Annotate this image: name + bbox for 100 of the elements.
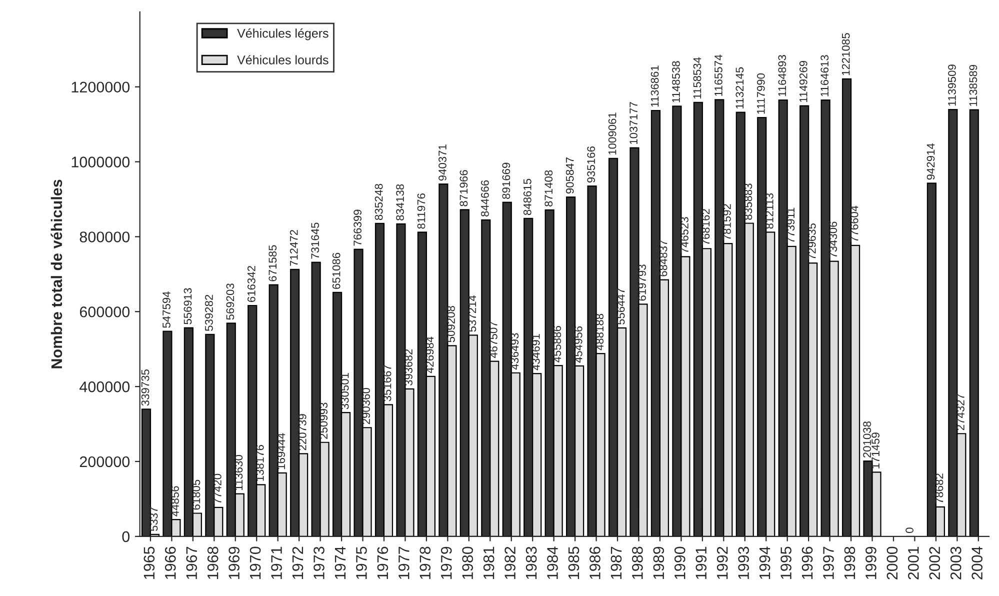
data-label: 835248 (374, 184, 383, 220)
data-label: 731645 (311, 222, 320, 259)
data-label: 812113 (765, 193, 774, 229)
data-label: 556913 (184, 288, 192, 324)
x-tick-label: 1990 (674, 546, 686, 579)
x-tick-label: 2003 (950, 546, 962, 580)
x-tick-label: 1965 (144, 546, 155, 579)
data-label: 891669 (502, 162, 510, 199)
data-label: 766399 (354, 210, 362, 246)
legend-label: Véhicules légers (237, 28, 328, 40)
data-label: 426984 (426, 336, 434, 374)
data-label: 5337 (150, 507, 158, 531)
x-tick-label: 1996 (802, 546, 813, 579)
data-label: 169444 (277, 433, 286, 470)
data-label: 537214 (468, 295, 476, 332)
data-label: 768162 (702, 209, 710, 246)
data-label: 0 (906, 528, 914, 533)
data-label: 556447 (616, 288, 625, 324)
data-label: 274327 (956, 394, 964, 430)
data-label: 844666 (481, 180, 489, 216)
data-label: 1148538 (672, 61, 680, 102)
x-tick-label: 1985 (568, 546, 580, 579)
data-label: 1037177 (630, 102, 638, 144)
data-label: 773911 (786, 208, 795, 243)
data-label: 811976 (417, 193, 426, 229)
x-tick-label: 1999 (866, 546, 876, 579)
x-tick-label: 1976 (377, 546, 388, 579)
data-label: 1221085 (842, 33, 850, 76)
x-tick-label: 1972 (292, 546, 304, 579)
x-tick-label: 1994 (759, 546, 770, 579)
x-tick-label: 1982 (504, 546, 516, 579)
data-label: 671585 (268, 245, 277, 282)
data-label: 935166 (587, 146, 596, 183)
data-label: 684837 (659, 240, 668, 276)
data-label: 339735 (141, 370, 150, 406)
data-label: 712472 (290, 230, 298, 266)
data-label: 44856 (171, 486, 179, 516)
y-tick-label: 800000 (80, 232, 130, 242)
x-tick-label: 2000 (886, 546, 898, 580)
data-label: 351667 (383, 365, 392, 402)
data-label: 651086 (332, 252, 340, 289)
x-tick-label: 2001 (908, 546, 919, 580)
x-tick-label: 1975 (356, 546, 367, 579)
y-tick-label: 0 (122, 531, 130, 542)
x-tick-label: 1978 (420, 546, 431, 579)
x-tick-label: 1984 (547, 546, 558, 579)
data-label: 509208 (447, 306, 455, 342)
x-tick-label: 1987 (610, 546, 622, 579)
x-tick-label: 1980 (462, 546, 474, 579)
data-label: 616342 (247, 266, 256, 302)
data-label: 1165574 (714, 54, 722, 96)
data-label: 776604 (850, 206, 858, 242)
data-label: 1132145 (736, 67, 744, 108)
y-tick-label: 200000 (80, 456, 130, 468)
x-tick-label: 1983 (526, 546, 537, 579)
data-label: 434691 (532, 334, 540, 370)
x-tick-label: 1989 (653, 546, 664, 579)
data-label: 220739 (298, 414, 306, 450)
x-tick-label: 1971 (271, 546, 282, 579)
data-label: 746523 (680, 217, 688, 254)
x-tick-label: 1986 (590, 546, 600, 579)
data-label: 393682 (404, 349, 412, 386)
x-tick-label: 1981 (483, 546, 494, 579)
data-label: 781592 (723, 204, 731, 240)
y-tick-label: 400000 (80, 381, 130, 392)
data-label: 905847 (566, 158, 574, 194)
x-tick-label: 1979 (440, 546, 452, 579)
data-label: 871966 (460, 170, 468, 206)
data-label: 619793 (638, 264, 646, 301)
y-tick-label: 1000000 (72, 156, 130, 168)
y-axis-title: Nombre total de véhicules (50, 180, 62, 368)
x-tick-label: 1988 (632, 546, 643, 579)
x-tick-label: 1967 (186, 546, 198, 579)
x-tick-label: 1973 (314, 546, 324, 579)
data-label: 138176 (256, 445, 264, 481)
data-label: 848615 (523, 178, 532, 216)
data-label: 734306 (829, 222, 838, 258)
x-tick-label: 2002 (929, 546, 940, 580)
x-tick-label: 1969 (228, 546, 240, 579)
data-label: 488188 (596, 314, 604, 350)
x-tick-label: 1991 (696, 546, 707, 579)
data-label: 454956 (574, 326, 582, 363)
legend-label: Véhicules lourds (237, 55, 328, 64)
data-label: 455886 (553, 326, 562, 362)
data-label: 942914 (926, 143, 935, 180)
data-label: 1117990 (756, 73, 765, 114)
x-tick-label: 1968 (207, 546, 218, 579)
data-label: 61805 (192, 480, 200, 510)
data-label: 467507 (489, 322, 498, 358)
x-tick-label: 1970 (250, 546, 261, 579)
data-label: 940371 (438, 144, 446, 181)
data-label: 1164613 (820, 55, 829, 96)
x-tick-label: 1992 (716, 546, 728, 579)
data-label: 1139509 (948, 64, 956, 106)
data-label: 729635 (808, 223, 816, 260)
data-label: 77420 (214, 474, 222, 504)
x-tick-label: 2004 (972, 546, 982, 580)
data-label: 1158534 (693, 57, 702, 99)
data-label: 834138 (396, 184, 404, 220)
data-label: 871408 (544, 170, 553, 206)
